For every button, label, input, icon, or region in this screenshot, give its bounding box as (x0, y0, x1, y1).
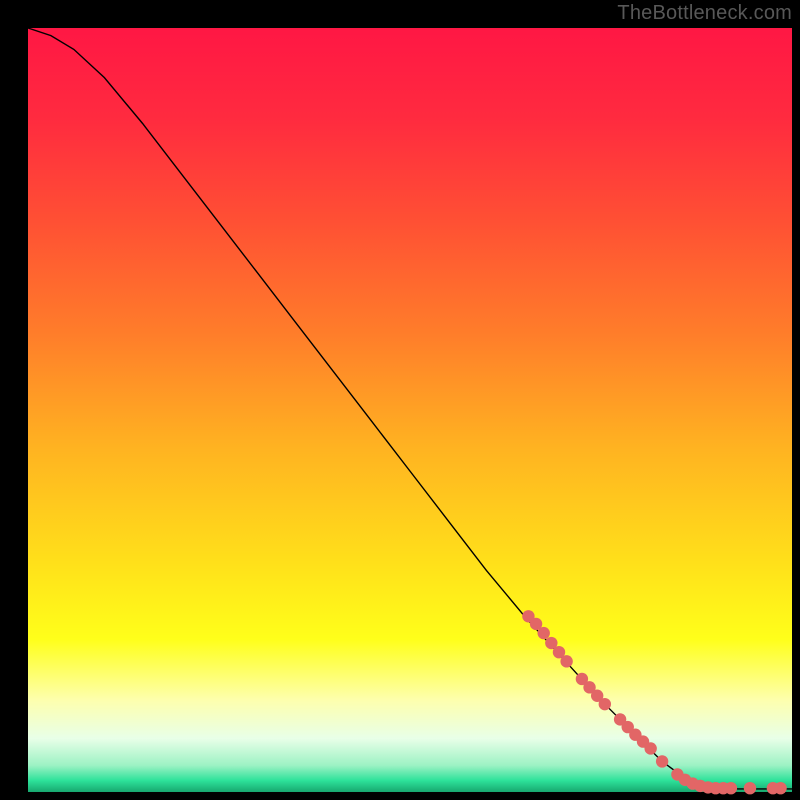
data-marker (560, 655, 572, 667)
chart-container: TheBottleneck.com (0, 0, 800, 800)
data-marker (744, 782, 756, 794)
data-marker (656, 755, 668, 767)
data-marker (774, 782, 786, 794)
data-marker (538, 627, 550, 639)
data-marker (644, 742, 656, 754)
watermark-text: TheBottleneck.com (617, 2, 792, 25)
data-marker (725, 782, 737, 794)
plot-background (28, 28, 792, 792)
bottleneck-chart (0, 0, 800, 800)
data-marker (599, 698, 611, 710)
